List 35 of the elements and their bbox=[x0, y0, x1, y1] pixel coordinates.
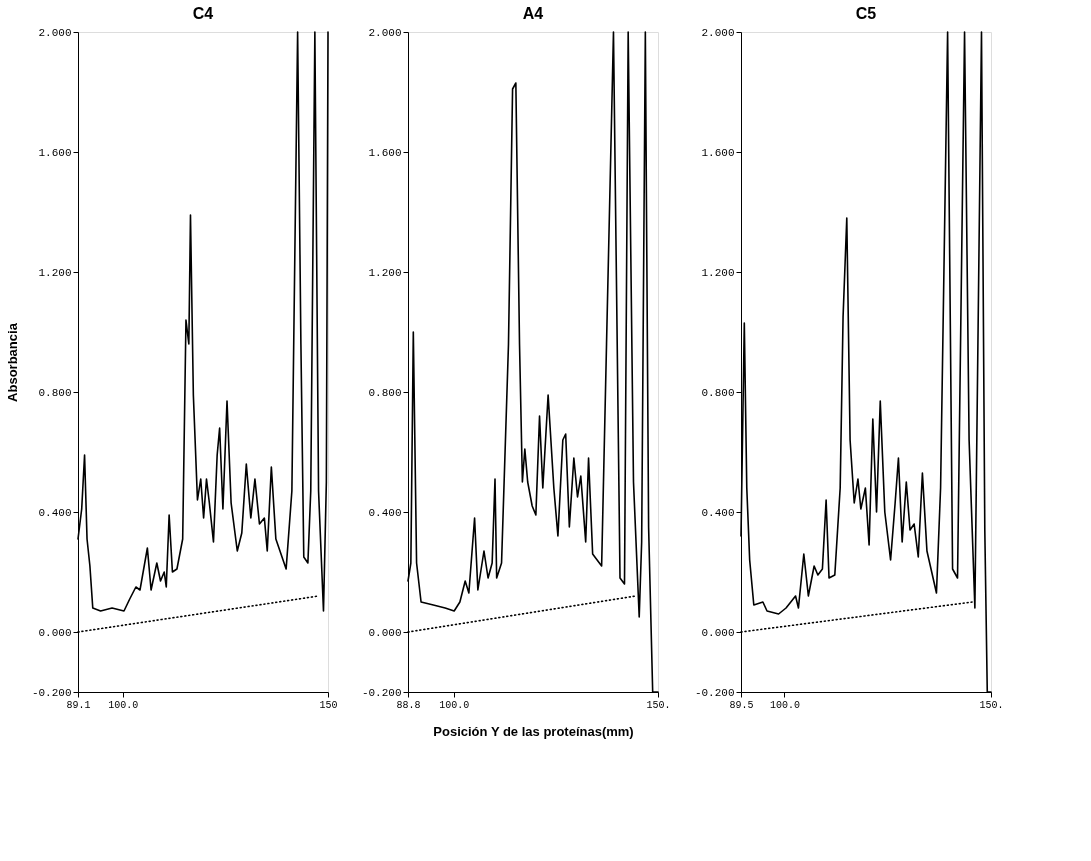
x-tick-label: 100.0 bbox=[769, 699, 800, 711]
y-tick-label: -0.200 bbox=[31, 686, 72, 699]
x-tick-label: 100.0 bbox=[108, 699, 139, 711]
x-tick-label: 89.1 bbox=[66, 699, 91, 711]
y-tick-label: 0.000 bbox=[368, 626, 402, 639]
y-tick-label: 0.000 bbox=[701, 626, 735, 639]
chart-title: A4 bbox=[522, 5, 544, 22]
y-tick-label: 0.800 bbox=[701, 386, 735, 399]
x-tick-label: 89.5 bbox=[729, 699, 754, 711]
chart-title: C5 bbox=[855, 5, 877, 22]
y-tick-label: 2.000 bbox=[368, 26, 402, 39]
y-tick-label: 0.400 bbox=[368, 506, 402, 519]
y-tick-label: 0.400 bbox=[701, 506, 735, 519]
y-tick-label: 2.000 bbox=[38, 26, 72, 39]
y-tick-label: -0.200 bbox=[694, 686, 735, 699]
y-tick-label: 1.600 bbox=[701, 146, 735, 159]
y-tick-label: 0.400 bbox=[38, 506, 72, 519]
chart-title: C4 bbox=[192, 5, 214, 22]
y-tick-label: 1.200 bbox=[368, 266, 402, 279]
y-tick-label: 1.200 bbox=[38, 266, 72, 279]
y-tick-label: 1.600 bbox=[38, 146, 72, 159]
y-tick-label: 0.800 bbox=[38, 386, 72, 399]
y-tick-label: 0.000 bbox=[38, 626, 72, 639]
y-tick-label: 1.200 bbox=[701, 266, 735, 279]
x-tick-label: 88.8 bbox=[396, 699, 421, 711]
y-axis-title: Absorbancia bbox=[4, 322, 20, 402]
x-tick-label: 100.0 bbox=[439, 699, 470, 711]
x-axis-title: Posición Y de las proteínas(mm) bbox=[433, 723, 634, 739]
x-tick-label: 150 bbox=[319, 699, 338, 711]
y-tick-label: 2.000 bbox=[701, 26, 735, 39]
x-tick-label: 150. bbox=[646, 699, 671, 711]
y-tick-label: 0.800 bbox=[368, 386, 402, 399]
x-tick-label: 150. bbox=[979, 699, 1004, 711]
y-tick-label: 1.600 bbox=[368, 146, 402, 159]
y-tick-label: -0.200 bbox=[361, 686, 402, 699]
